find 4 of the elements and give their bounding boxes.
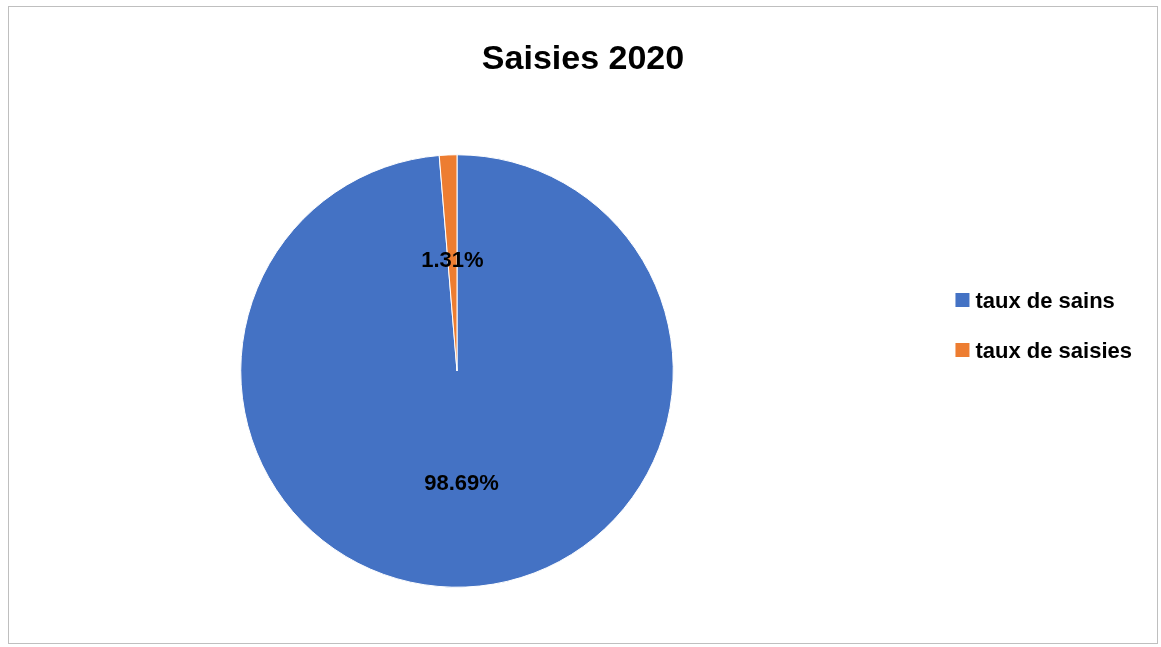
legend-label: taux de saisies — [975, 337, 1133, 363]
legend-label: taux de sains — [975, 287, 1115, 313]
data-label: 98.69% — [424, 469, 499, 495]
chart-title: Saisies 2020 — [481, 38, 685, 76]
